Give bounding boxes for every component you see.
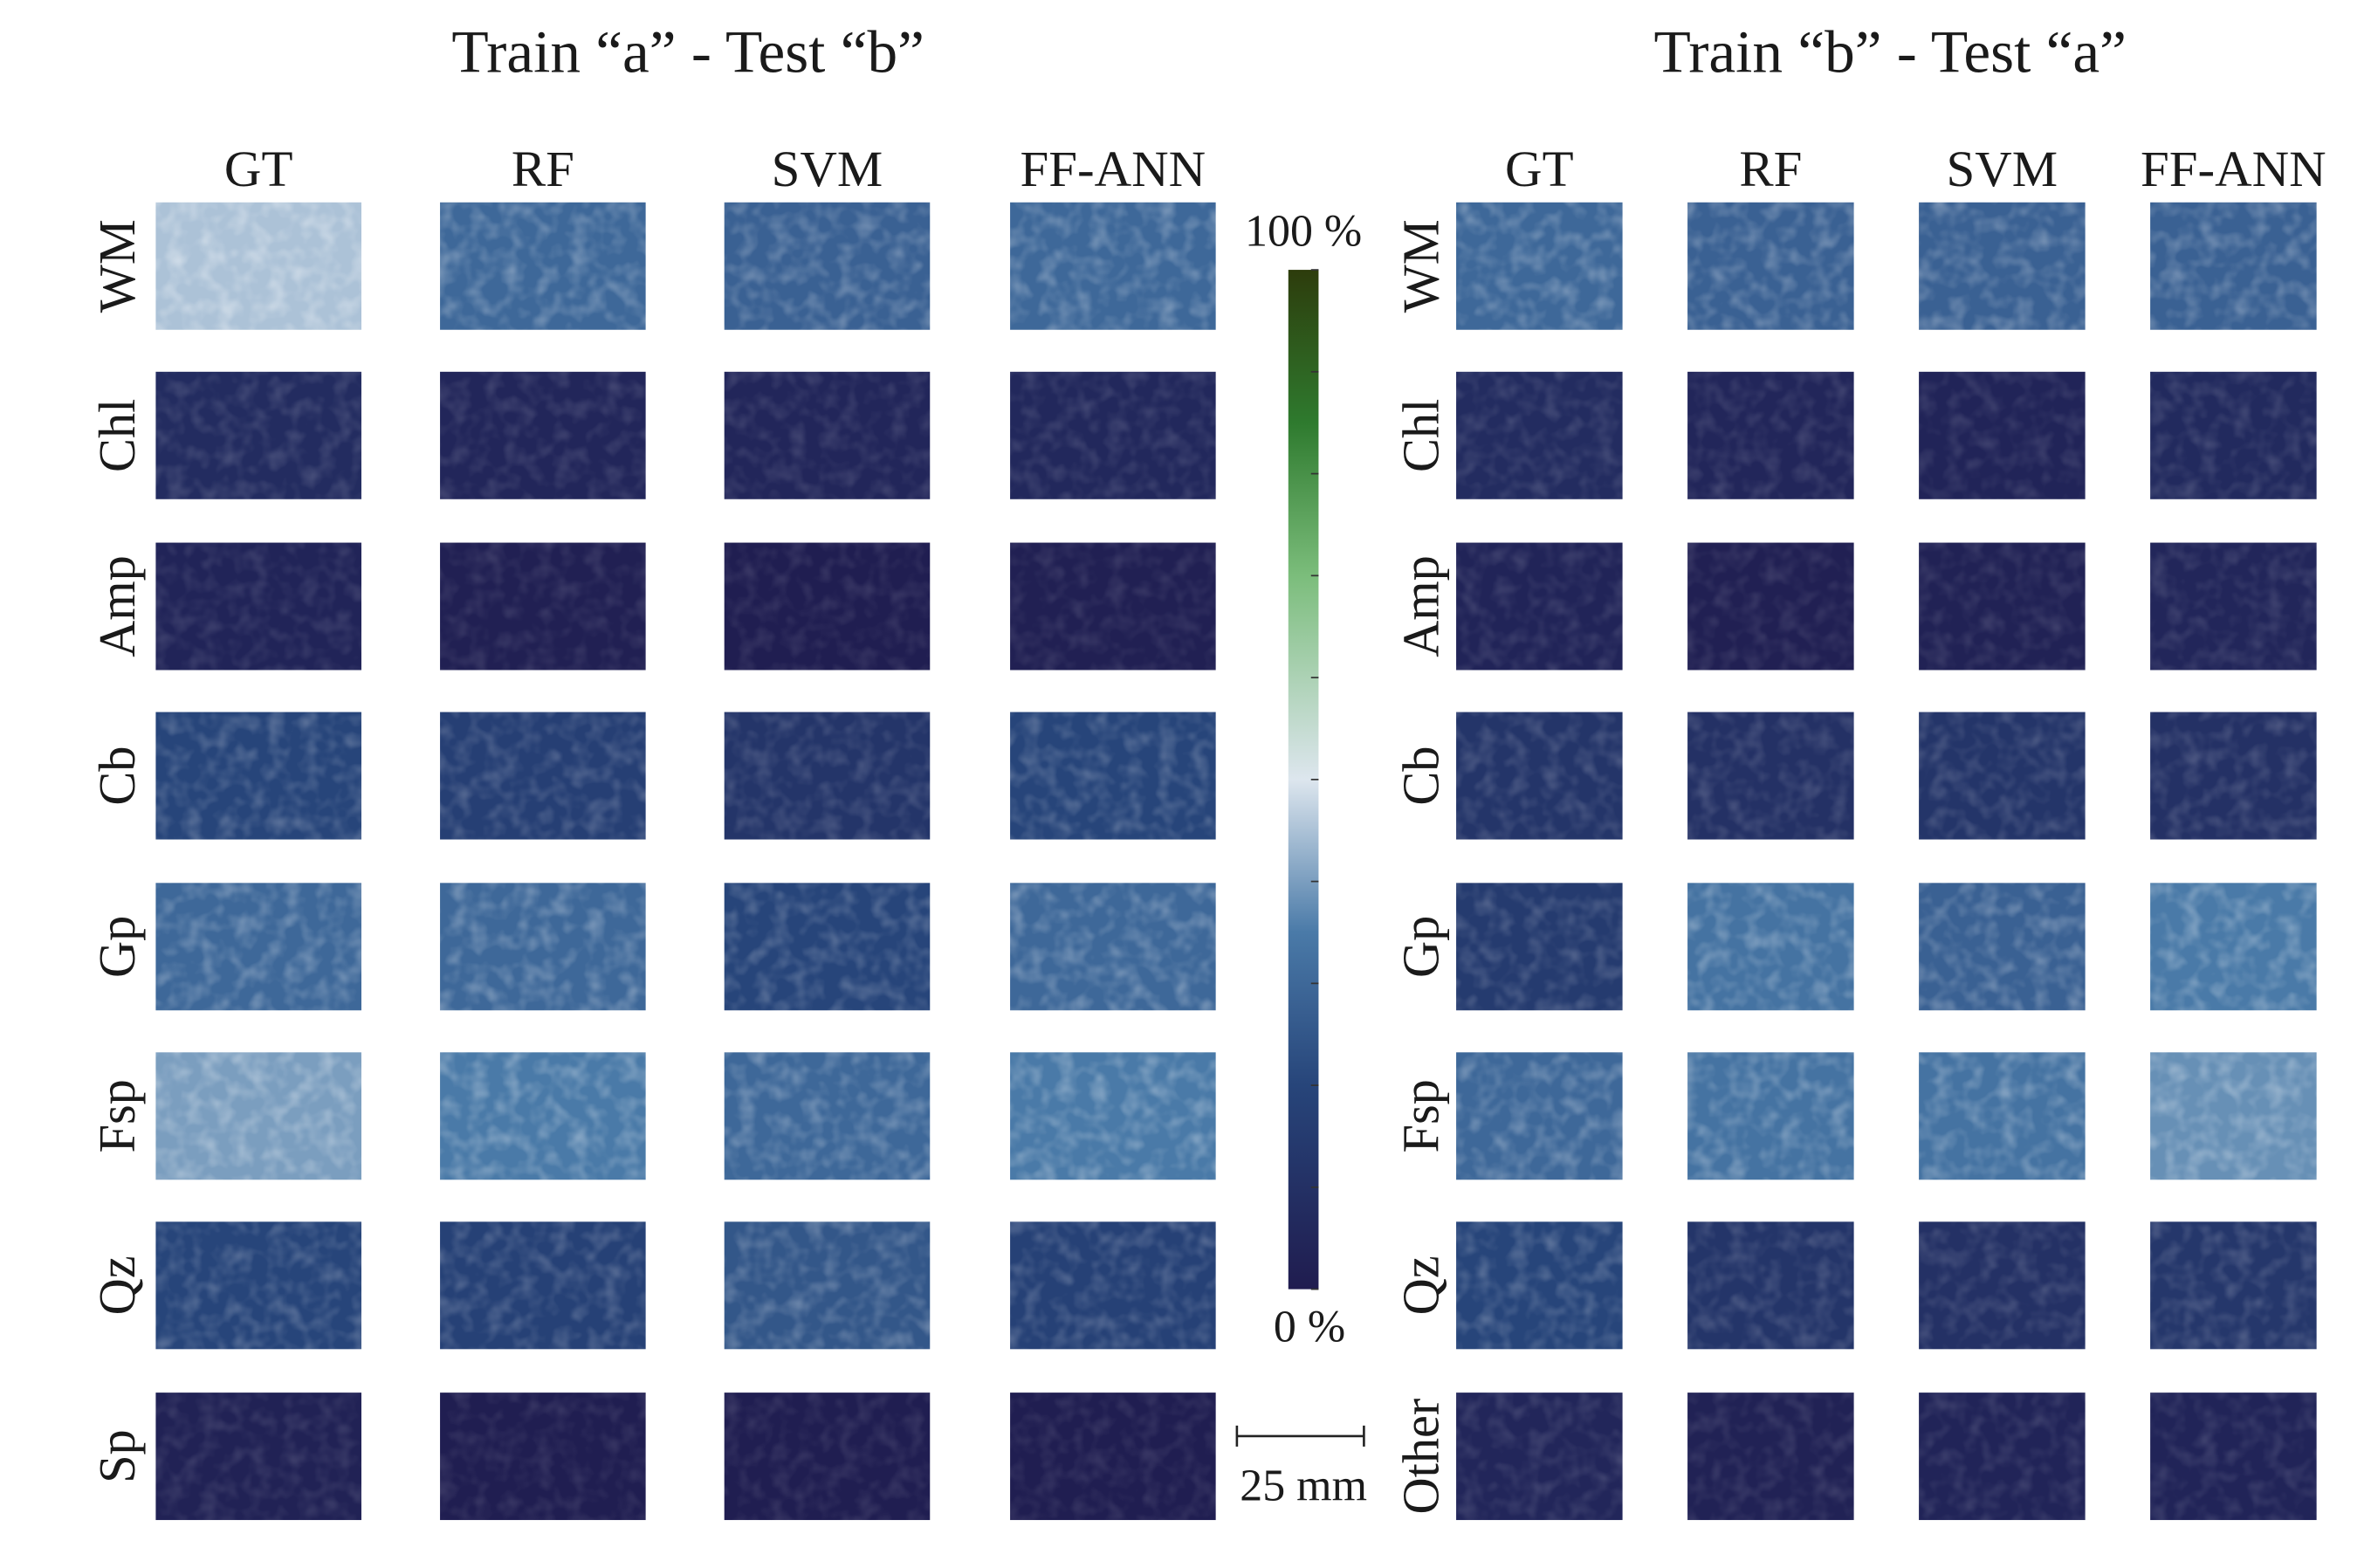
column-label: GT bbox=[1505, 141, 1573, 197]
row-label: Amp bbox=[89, 555, 146, 657]
row-label: Gp bbox=[89, 916, 146, 978]
map-texture bbox=[2150, 371, 2317, 499]
map-texture bbox=[2150, 712, 2317, 840]
map-texture bbox=[724, 712, 931, 840]
row-label: Cb bbox=[89, 746, 146, 805]
map-texture bbox=[1919, 883, 2086, 1011]
map-texture bbox=[155, 542, 361, 671]
map-texture bbox=[1687, 1221, 1854, 1350]
row-label: Other bbox=[1392, 1399, 1449, 1515]
map-texture bbox=[440, 542, 646, 671]
map-texture bbox=[724, 202, 931, 330]
row-label: Chl bbox=[1392, 399, 1449, 472]
panel-title: Train “b” - Test “a” bbox=[1653, 19, 2126, 86]
map-texture bbox=[155, 371, 361, 499]
map-texture bbox=[724, 371, 931, 499]
map-texture bbox=[155, 1393, 361, 1521]
map-texture bbox=[1919, 1221, 2086, 1350]
map-texture bbox=[440, 371, 646, 499]
row-label: Chl bbox=[89, 399, 146, 472]
map-texture bbox=[2150, 1221, 2317, 1350]
map-texture bbox=[2150, 883, 2317, 1011]
map-texture bbox=[440, 883, 646, 1011]
map-texture bbox=[724, 1052, 931, 1180]
colorbar-min-label: 0 % bbox=[1274, 1303, 1345, 1352]
map-texture bbox=[2150, 542, 2317, 671]
map-texture bbox=[1010, 1221, 1216, 1350]
map-texture bbox=[1456, 542, 1623, 671]
map-texture bbox=[724, 542, 931, 671]
map-texture bbox=[1919, 712, 2086, 840]
map-texture bbox=[2150, 1052, 2317, 1180]
map-texture bbox=[440, 1221, 646, 1350]
map-texture bbox=[724, 883, 931, 1011]
column-label: GT bbox=[224, 141, 292, 197]
map-texture bbox=[1456, 202, 1623, 330]
map-texture bbox=[1456, 1052, 1623, 1180]
map-texture bbox=[1010, 883, 1216, 1011]
map-texture bbox=[1010, 371, 1216, 499]
map-texture bbox=[2150, 202, 2317, 330]
map-texture bbox=[1919, 371, 2086, 499]
map-texture bbox=[1687, 1052, 1854, 1180]
row-label: Fsp bbox=[1392, 1079, 1449, 1152]
column-label: SVM bbox=[772, 141, 883, 197]
row-label: WM bbox=[1392, 219, 1449, 313]
map-texture bbox=[724, 1221, 931, 1350]
row-label: Qz bbox=[89, 1255, 146, 1315]
map-texture bbox=[440, 202, 646, 330]
map-texture bbox=[1687, 371, 1854, 499]
column-label: FF-ANN bbox=[1021, 141, 1206, 197]
row-label: Gp bbox=[1392, 916, 1449, 978]
map-texture bbox=[440, 712, 646, 840]
column-label: RF bbox=[1739, 141, 1802, 197]
map-texture bbox=[1010, 1052, 1216, 1180]
row-label: Sp bbox=[89, 1429, 146, 1483]
map-texture bbox=[1687, 202, 1854, 330]
panel-title: Train “a” - Test “b” bbox=[451, 19, 924, 86]
map-texture bbox=[1456, 883, 1623, 1011]
map-texture bbox=[1456, 712, 1623, 840]
map-texture bbox=[155, 712, 361, 840]
column-label: RF bbox=[512, 141, 574, 197]
map-texture bbox=[1010, 542, 1216, 671]
map-texture bbox=[724, 1393, 931, 1521]
map-texture bbox=[1010, 712, 1216, 840]
map-texture bbox=[155, 202, 361, 330]
scale-bar-label: 25 mm bbox=[1240, 1461, 1367, 1511]
map-texture bbox=[1010, 1393, 1216, 1521]
map-texture bbox=[1456, 1393, 1623, 1521]
map-texture bbox=[1919, 542, 2086, 671]
map-texture bbox=[1687, 712, 1854, 840]
scale-bar bbox=[1235, 1425, 1365, 1447]
map-texture bbox=[1919, 1393, 2086, 1521]
map-texture bbox=[1687, 883, 1854, 1011]
map-texture bbox=[1687, 1393, 1854, 1521]
column-label: FF-ANN bbox=[2141, 141, 2326, 197]
row-label: Fsp bbox=[89, 1079, 146, 1152]
map-texture bbox=[1456, 371, 1623, 499]
map-texture bbox=[1919, 202, 2086, 330]
map-texture bbox=[155, 1221, 361, 1350]
map-texture bbox=[155, 1052, 361, 1180]
row-label: Amp bbox=[1392, 555, 1449, 657]
map-texture bbox=[1010, 202, 1216, 330]
map-texture bbox=[440, 1393, 646, 1521]
map-texture bbox=[440, 1052, 646, 1180]
map-texture bbox=[1687, 542, 1854, 671]
map-texture bbox=[1456, 1221, 1623, 1350]
colorbar-max-label: 100 % bbox=[1245, 207, 1362, 257]
map-texture bbox=[155, 883, 361, 1011]
row-label: Qz bbox=[1392, 1255, 1449, 1315]
column-label: SVM bbox=[1947, 141, 2058, 197]
map-texture bbox=[2150, 1393, 2317, 1521]
row-label: WM bbox=[89, 219, 146, 313]
row-label: Cb bbox=[1392, 746, 1449, 805]
map-texture bbox=[1919, 1052, 2086, 1180]
